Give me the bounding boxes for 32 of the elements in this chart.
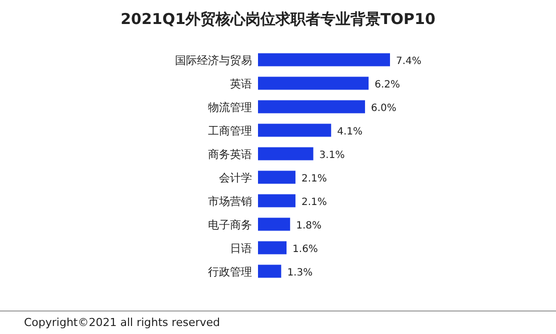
data-label: 1.8%	[296, 220, 322, 232]
bar	[258, 53, 390, 66]
bar	[258, 170, 296, 184]
y-tick-label: 工商管理	[208, 124, 252, 138]
bar	[258, 241, 287, 254]
y-tick-label: 电子商务	[208, 218, 252, 232]
bar	[258, 147, 314, 160]
y-tick-label: 会计学	[219, 171, 252, 184]
bar	[258, 218, 290, 231]
data-label: 6.2%	[374, 79, 400, 90]
data-label: 6.0%	[371, 102, 396, 114]
data-label: 2.1%	[301, 173, 327, 184]
y-tick-label: 物流管理	[208, 100, 252, 114]
data-label: 1.3%	[287, 267, 313, 278]
bar	[258, 264, 282, 278]
data-label: 2.1%	[301, 196, 327, 208]
data-label: 7.4%	[396, 56, 422, 67]
bar	[258, 124, 332, 137]
data-label: 3.1%	[319, 150, 345, 161]
bar	[258, 100, 366, 114]
bar	[258, 76, 369, 90]
chart-title: 2021Q1外贸核心岗位求职者专业背景TOP10	[120, 10, 436, 28]
text: Copyright©2021 all rights reserved	[24, 316, 220, 329]
y-tick-label: 商务英语	[208, 148, 252, 161]
bar	[258, 194, 296, 208]
data-label: 1.6%	[292, 244, 318, 255]
y-tick-label: 行政管理	[208, 265, 252, 278]
data-label: 4.1%	[337, 126, 363, 138]
y-tick-label: 国际经济与贸易	[175, 54, 252, 67]
y-tick-label: 日语	[230, 242, 252, 255]
y-tick-label: 市场营销	[208, 194, 252, 208]
y-tick-label: 英语	[230, 77, 252, 90]
